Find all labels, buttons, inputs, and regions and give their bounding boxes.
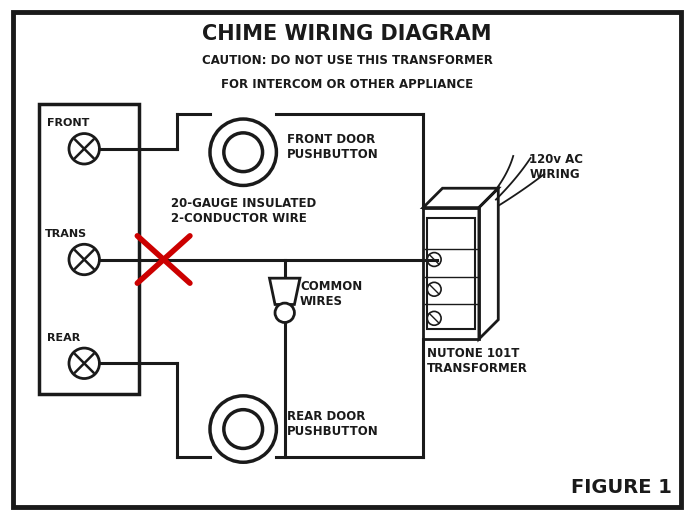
Text: FRONT: FRONT bbox=[47, 118, 90, 128]
Circle shape bbox=[275, 303, 294, 322]
Bar bbox=[39, 104, 139, 394]
Bar bbox=[423, 208, 479, 339]
Text: REAR: REAR bbox=[47, 333, 81, 343]
Text: 120v AC
WIRING: 120v AC WIRING bbox=[530, 153, 584, 181]
Bar bbox=[428, 218, 475, 329]
Text: 20-GAUGE INSULATED
2-CONDUCTOR WIRE: 20-GAUGE INSULATED 2-CONDUCTOR WIRE bbox=[171, 197, 316, 225]
Text: FIGURE 1: FIGURE 1 bbox=[571, 478, 672, 497]
Text: FRONT DOOR
PUSHBUTTON: FRONT DOOR PUSHBUTTON bbox=[287, 133, 378, 161]
Text: TRANS: TRANS bbox=[44, 229, 87, 239]
Text: CHIME WIRING DIAGRAM: CHIME WIRING DIAGRAM bbox=[202, 24, 492, 44]
Text: CAUTION: DO NOT USE THIS TRANSFORMER: CAUTION: DO NOT USE THIS TRANSFORMER bbox=[201, 54, 493, 67]
Polygon shape bbox=[269, 278, 300, 305]
Text: FOR INTERCOM OR OTHER APPLIANCE: FOR INTERCOM OR OTHER APPLIANCE bbox=[221, 77, 473, 90]
Text: COMMON
WIRES: COMMON WIRES bbox=[300, 280, 362, 308]
Text: NUTONE 101T
TRANSFORMER: NUTONE 101T TRANSFORMER bbox=[427, 347, 527, 375]
Text: REAR DOOR
PUSHBUTTON: REAR DOOR PUSHBUTTON bbox=[287, 409, 378, 438]
